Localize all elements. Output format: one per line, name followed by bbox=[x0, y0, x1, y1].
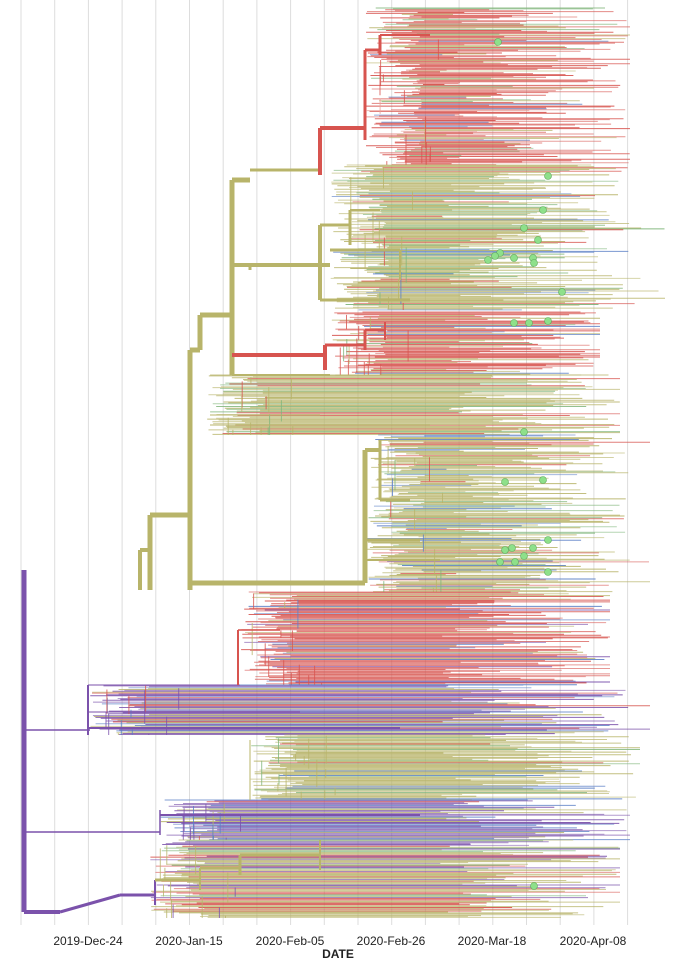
tip-marker bbox=[539, 206, 547, 214]
x-tick-label: 2020-Feb-26 bbox=[357, 934, 426, 948]
tip-marker bbox=[520, 552, 528, 560]
x-axis-title: DATE bbox=[322, 947, 354, 960]
tip-marker bbox=[520, 224, 528, 232]
backbone-branches bbox=[21, 34, 440, 914]
tip-marker bbox=[501, 478, 509, 486]
tip-marker bbox=[534, 236, 542, 244]
tip-marker bbox=[529, 544, 537, 552]
tip-marker bbox=[544, 536, 552, 544]
tip-marker bbox=[491, 252, 499, 260]
tip-marker bbox=[510, 319, 518, 327]
tip-marker bbox=[520, 428, 528, 436]
tip-marker bbox=[525, 319, 533, 327]
tip-marker bbox=[484, 256, 492, 264]
x-tick-label: 2019-Dec-24 bbox=[53, 934, 123, 948]
tip-marker bbox=[508, 544, 516, 552]
tip-marker bbox=[544, 317, 552, 325]
x-tick-label: 2020-Mar-18 bbox=[458, 934, 527, 948]
tip-marker bbox=[510, 254, 518, 262]
x-tick-label: 2020-Jan-15 bbox=[155, 934, 223, 948]
tip-marker bbox=[558, 288, 566, 296]
tip-marker bbox=[544, 568, 552, 576]
backbone-branch bbox=[59, 893, 121, 914]
tip-marker bbox=[530, 882, 538, 890]
tip-branches bbox=[90, 7, 665, 918]
tip-marker bbox=[530, 259, 538, 267]
tip-marker bbox=[539, 476, 547, 484]
tip-marker bbox=[494, 38, 502, 46]
tip-marker bbox=[544, 172, 552, 180]
tip-marker bbox=[511, 558, 519, 566]
x-tick-label: 2020-Apr-08 bbox=[560, 934, 627, 948]
tip-markers bbox=[484, 38, 566, 890]
tip-marker bbox=[496, 558, 504, 566]
x-axis: 2019-Dec-24 2020-Jan-15 2020-Feb-05 2020… bbox=[53, 934, 626, 960]
tip-marker bbox=[501, 546, 509, 554]
x-tick-label: 2020-Feb-05 bbox=[256, 934, 325, 948]
